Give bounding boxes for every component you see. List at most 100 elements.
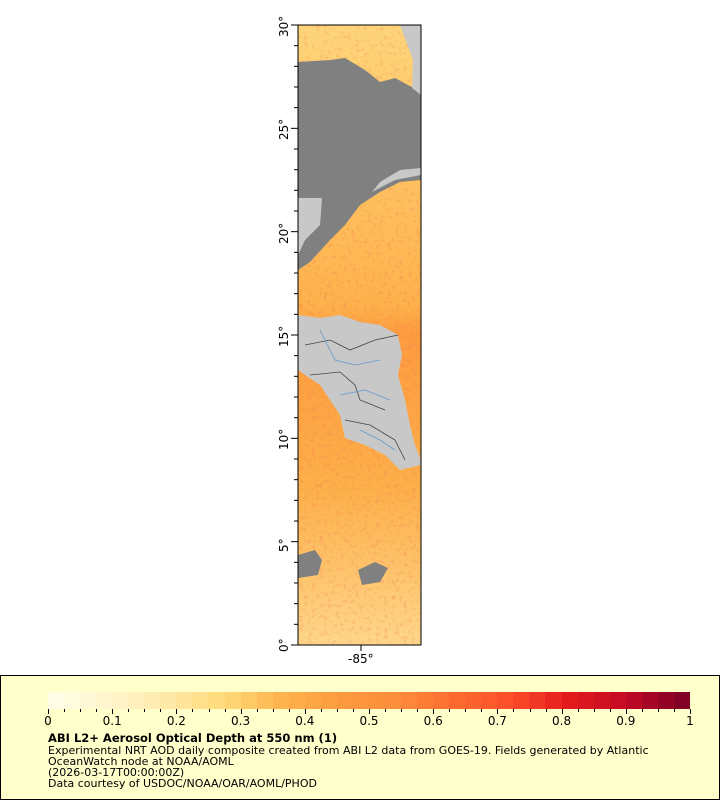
- lat-label-20: 20°: [277, 222, 291, 244]
- colorbar-tick-label: 0.8: [552, 714, 572, 728]
- colorbar-segment: [449, 692, 466, 709]
- colorbar-tick: [481, 709, 483, 712]
- lat-label-25: 25°: [277, 118, 291, 140]
- colorbar-segment: [144, 692, 161, 709]
- colorbar-segment: [112, 692, 129, 709]
- colorbar-tick: [625, 709, 627, 714]
- colorbar-segment: [192, 692, 209, 709]
- colorbar-tick: [112, 709, 114, 714]
- colorbar-segment: [288, 692, 305, 709]
- colorbar-segment: [256, 692, 273, 709]
- colorbar-tick: [128, 709, 130, 712]
- colorbar-tick: [401, 709, 403, 712]
- legend-title: ABI L2+ Aerosol Optical Depth at 550 nm …: [48, 731, 338, 745]
- colorbar: [48, 692, 690, 709]
- colorbar-segment: [160, 692, 177, 709]
- colorbar-tick-label: 0.3: [231, 714, 251, 728]
- colorbar-tick: [320, 709, 322, 712]
- colorbar-tick: [336, 709, 338, 712]
- colorbar-segment: [593, 692, 610, 709]
- land-galapagos: [298, 550, 388, 585]
- colorbar-segment: [401, 692, 418, 709]
- land-florida: [400, 25, 421, 95]
- colorbar-segment: [80, 692, 97, 709]
- colorbar-segment: [384, 692, 402, 709]
- colorbar-tick: [64, 709, 66, 712]
- colorbar-tick-label: 0.7: [487, 714, 507, 728]
- colorbar-tick: [192, 709, 194, 712]
- colorbar-segment: [513, 692, 530, 709]
- colorbar-segment: [481, 692, 498, 709]
- colorbar-tick: [256, 709, 258, 712]
- colorbar-segment: [96, 692, 113, 709]
- colorbar-tick: [144, 709, 146, 712]
- colorbar-segment: [577, 692, 594, 709]
- land-central-america: [298, 315, 421, 470]
- legend-credit: Data courtesy of USDOC/NOAA/OAR/AOML/PHO…: [48, 777, 317, 790]
- colorbar-segment: [545, 692, 562, 709]
- legend-time: (2026-03-17T00:00:00Z): [48, 766, 185, 779]
- lat-ticks: [291, 24, 298, 646]
- colorbar-tick: [673, 709, 675, 712]
- colorbar-tick: [545, 709, 547, 712]
- colorbar-tick: [561, 709, 563, 714]
- colorbar-segment: [320, 692, 337, 709]
- colorbar-tick-label: 0.4: [295, 714, 315, 728]
- colorbar-segment: [64, 692, 81, 709]
- colorbar-tick: [513, 709, 515, 712]
- colorbar-tick: [288, 709, 290, 712]
- nodata-region: [298, 58, 421, 270]
- colorbar-tick: [48, 709, 49, 714]
- lat-label-10: 10°: [277, 428, 291, 450]
- colorbar-segment: [272, 692, 289, 709]
- colorbar-tick-label: 0.6: [423, 714, 443, 728]
- colorbar-segment: [673, 692, 690, 709]
- colorbar-tick: [465, 709, 467, 712]
- colorbar-segment: [336, 692, 353, 709]
- lat-label-5: 5°: [277, 538, 291, 552]
- colorbar-segment: [417, 692, 434, 709]
- colorbar-tick-label: 0.5: [359, 714, 379, 728]
- colorbar-tick: [417, 709, 419, 712]
- lat-label-0: 0°: [277, 638, 291, 652]
- colorbar-segment: [529, 692, 546, 709]
- colorbar-segment: [433, 692, 450, 709]
- colorbar-segment: [352, 692, 369, 709]
- colorbar-segment: [609, 692, 626, 709]
- colorbar-segment: [176, 692, 193, 709]
- colorbar-tick: [369, 709, 370, 714]
- colorbar-tick: [240, 709, 242, 714]
- colorbar-segment: [657, 692, 674, 709]
- legend-description-1: Experimental NRT AOD daily composite cre…: [48, 744, 649, 757]
- colorbar-segment: [208, 692, 225, 709]
- colorbar-tick: [529, 709, 531, 712]
- colorbar-tick-label: 0: [44, 714, 52, 728]
- colorbar-tick: [80, 709, 82, 712]
- country-borders: [304, 334, 406, 461]
- colorbar-tick: [352, 709, 354, 712]
- colorbar-tick: [449, 709, 451, 712]
- colorbar-tick: [304, 709, 306, 714]
- colorbar-tick-label: 0.9: [616, 714, 636, 728]
- colorbar-segment: [128, 692, 145, 709]
- lat-label-15: 15°: [277, 325, 291, 347]
- colorbar-tick: [433, 709, 435, 714]
- colorbar-segment: [240, 692, 257, 709]
- colorbar-tick: [641, 709, 643, 712]
- colorbar-tick: [657, 709, 659, 712]
- colorbar-tick-label: 1: [686, 714, 694, 728]
- legend: 0 0.1 0.2 0.3 0.4 0.5 0.6 0.7 0.8 0.9 1 ABI L2+ Ae…: [0, 675, 720, 800]
- colorbar-tick: [224, 709, 226, 712]
- colorbar-segment: [465, 692, 482, 709]
- colorbar-segment: [48, 692, 65, 709]
- colorbar-tick-label: 0.2: [166, 714, 186, 728]
- colorbar-segment: [641, 692, 658, 709]
- rivers: [319, 329, 396, 451]
- colorbar-tick: [160, 709, 162, 712]
- colorbar-tick: [577, 709, 579, 712]
- colorbar-segment: [497, 692, 514, 709]
- land-cuba: [372, 168, 421, 192]
- colorbar-segment: [561, 692, 578, 709]
- colorbar-tick: [208, 709, 210, 712]
- lat-label-30: 30°: [277, 15, 291, 37]
